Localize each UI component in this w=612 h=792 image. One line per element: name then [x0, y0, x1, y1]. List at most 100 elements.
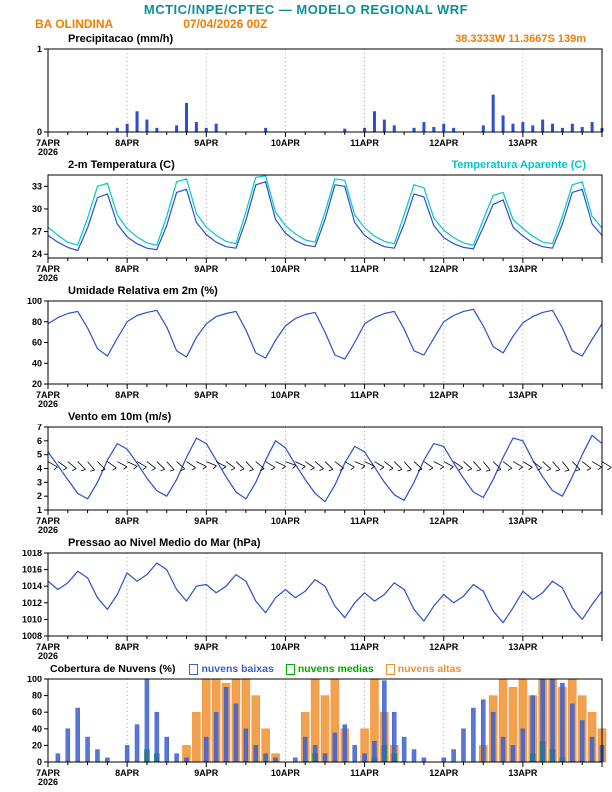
station-row: BA OLINDINA 07/04/2026 00Z [0, 17, 612, 32]
svg-text:11APR: 11APR [350, 264, 379, 274]
pressao-title: Pressao ao Nivel Medio do Mar (hPa) [68, 537, 261, 549]
svg-text:5: 5 [37, 450, 42, 460]
nuvens-baixas-swatch-icon [189, 663, 199, 675]
svg-text:60: 60 [32, 338, 42, 348]
svg-text:6: 6 [37, 436, 42, 446]
svg-text:40: 40 [32, 724, 42, 734]
vento-title: Vento em 10m (m/s) [68, 411, 172, 423]
svg-text:12APR: 12APR [429, 264, 459, 274]
nuvens-legend: nuvens baixas nuvens medias nuvens altas [189, 663, 461, 675]
svg-text:8APR: 8APR [115, 138, 140, 148]
svg-text:13APR: 13APR [508, 768, 538, 778]
svg-text:40: 40 [32, 358, 42, 368]
temperatura-aparente-title: Temperatura Aparente (C) [451, 159, 586, 171]
nuvens-altas-label: nuvens altas [397, 663, 462, 675]
svg-text:20: 20 [32, 740, 42, 750]
svg-text:20: 20 [32, 379, 42, 389]
svg-text:9APR: 9APR [194, 516, 219, 526]
svg-text:13APR: 13APR [508, 642, 538, 652]
svg-text:13APR: 13APR [508, 264, 538, 274]
svg-text:13APR: 13APR [508, 390, 538, 400]
svg-text:12APR: 12APR [429, 390, 459, 400]
svg-text:11APR: 11APR [350, 390, 379, 400]
svg-text:80: 80 [32, 691, 42, 701]
svg-text:8APR: 8APR [115, 516, 140, 526]
svg-text:2026: 2026 [38, 273, 58, 283]
svg-text:1: 1 [37, 505, 42, 515]
svg-text:10APR: 10APR [271, 138, 301, 148]
svg-text:10APR: 10APR [271, 390, 301, 400]
svg-text:7APR: 7APR [36, 390, 61, 400]
svg-text:12APR: 12APR [429, 138, 459, 148]
svg-text:8APR: 8APR [115, 768, 140, 778]
svg-text:8APR: 8APR [115, 390, 140, 400]
svg-text:4: 4 [37, 464, 42, 474]
nuvens-medias-swatch-icon [285, 663, 295, 675]
svg-text:7: 7 [37, 424, 42, 432]
svg-text:11APR: 11APR [350, 516, 379, 526]
svg-text:0: 0 [37, 127, 42, 137]
svg-text:11APR: 11APR [350, 138, 379, 148]
svg-text:13APR: 13APR [508, 138, 538, 148]
svg-text:8APR: 8APR [115, 642, 140, 652]
svg-text:9APR: 9APR [194, 390, 219, 400]
svg-text:100: 100 [27, 676, 42, 684]
svg-text:7APR: 7APR [36, 642, 61, 652]
panel-vento: Vento em 10m (m/s) 1 2 3 4 5 6 7 7APR 2026 8APR 9A… [0, 410, 612, 536]
svg-text:2026: 2026 [38, 147, 58, 157]
svg-text:12APR: 12APR [429, 642, 459, 652]
temperatura-title: 2-m Temperatura (C) [68, 159, 175, 171]
station-name: BA OLINDINA [35, 17, 114, 31]
svg-text:1010: 1010 [22, 614, 42, 624]
svg-text:1012: 1012 [22, 598, 42, 608]
svg-text:13APR: 13APR [508, 516, 538, 526]
svg-text:2026: 2026 [38, 399, 58, 409]
station-location: 38.3333W 11.3667S 139m [455, 33, 586, 45]
svg-text:11APR: 11APR [350, 642, 379, 652]
umidade-title: Umidade Relativa em 2m (%) [68, 285, 218, 297]
svg-text:2: 2 [37, 491, 42, 501]
svg-text:24: 24 [32, 249, 42, 259]
svg-text:8APR: 8APR [115, 264, 140, 274]
svg-text:2026: 2026 [38, 777, 58, 787]
svg-text:7APR: 7APR [36, 768, 61, 778]
svg-text:1014: 1014 [22, 581, 42, 591]
svg-text:1016: 1016 [22, 565, 42, 575]
legend-item-nuvens-baixas: nuvens baixas [189, 663, 274, 675]
svg-text:1018: 1018 [22, 550, 42, 558]
svg-text:100: 100 [27, 298, 42, 306]
svg-text:33: 33 [32, 181, 42, 191]
panel-nuvens: Cobertura de Nuvens (%) nuvens baixas nu… [0, 662, 612, 788]
nuvens-baixas-label: nuvens baixas [201, 663, 274, 675]
svg-text:12APR: 12APR [429, 768, 459, 778]
svg-text:2026: 2026 [38, 525, 58, 535]
nuvens-altas-swatch-icon [385, 663, 395, 675]
svg-text:3: 3 [37, 477, 42, 487]
run-datetime: 07/04/2026 00Z [183, 17, 268, 31]
panel-pressao: Pressao ao Nivel Medio do Mar (hPa) 1008… [0, 536, 612, 662]
panel-umidade: Umidade Relativa em 2m (%) 20 40 60 80 100 7A… [0, 284, 612, 410]
panel-precipitacao: Precipitacao (mm/h) 38.3333W 11.3667S 13… [0, 32, 612, 158]
svg-text:9APR: 9APR [194, 768, 219, 778]
svg-text:60: 60 [32, 707, 42, 717]
nuvens-medias-label: nuvens medias [297, 663, 374, 675]
legend-item-nuvens-medias: nuvens medias [285, 663, 374, 675]
svg-text:10APR: 10APR [271, 768, 301, 778]
svg-text:12APR: 12APR [429, 516, 459, 526]
svg-text:7APR: 7APR [36, 138, 61, 148]
svg-text:30: 30 [32, 204, 42, 214]
panel-temperatura: 2-m Temperatura (C) Temperatura Aparente… [0, 158, 612, 284]
svg-text:7APR: 7APR [36, 264, 61, 274]
svg-text:10APR: 10APR [271, 516, 301, 526]
nuvens-title: Cobertura de Nuvens (%) [50, 663, 176, 675]
svg-text:10APR: 10APR [271, 264, 301, 274]
svg-text:7APR: 7APR [36, 516, 61, 526]
svg-text:10APR: 10APR [271, 642, 301, 652]
precipitacao-title: Precipitacao (mm/h) [68, 33, 174, 45]
